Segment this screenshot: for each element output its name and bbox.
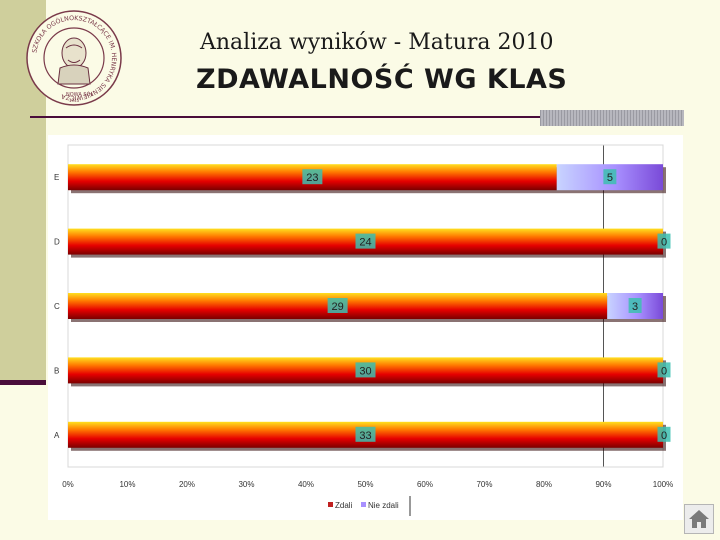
data-label-niezdali-bg: [603, 169, 617, 185]
data-label-zdali: 23: [306, 172, 318, 184]
x-tick-label: 60%: [417, 480, 433, 489]
x-tick-label: 0%: [62, 480, 74, 489]
x-tick-label: 90%: [595, 480, 611, 489]
data-label-zdali-bg: [302, 169, 323, 185]
data-label-niezdali: 0: [661, 365, 667, 377]
x-tick-label: 30%: [238, 480, 254, 489]
title-rule: [30, 116, 540, 118]
data-label-niezdali: 0: [661, 430, 667, 442]
data-label-zdali-bg: [355, 362, 376, 378]
x-tick-label: 100%: [653, 480, 673, 489]
category-label: B: [54, 366, 59, 375]
home-icon: [689, 510, 709, 528]
data-label-zdali: 33: [359, 430, 371, 442]
data-label-zdali-bg: [355, 233, 376, 249]
category-label: C: [54, 302, 60, 311]
data-label-zdali: 24: [359, 237, 371, 249]
x-tick-label: 70%: [476, 480, 492, 489]
category-label: A: [54, 431, 60, 440]
data-label-zdali-bg: [327, 298, 348, 313]
data-label-zdali-bg: [355, 426, 376, 442]
legend-label-zdali: Zdali: [335, 501, 353, 510]
home-button[interactable]: [684, 504, 714, 534]
data-label-niezdali: 5: [607, 172, 613, 184]
chart-panel: 23 5 24 0 29 3 30 0 33 0 E D C B A 0% 10% 20% 30% 40% 50% 60…: [48, 135, 683, 520]
category-label: D: [54, 238, 60, 247]
school-logo: SZKOŁA OGÓLNOKSZTAŁCĄCE IM. HENRYKA SIEN…: [26, 10, 122, 106]
data-label-niezdali-bg: [657, 233, 671, 249]
x-tick-label: 10%: [119, 480, 135, 489]
data-label-niezdali: 3: [632, 301, 638, 313]
logo-bottom-text: NOWA SÓL: [66, 91, 93, 98]
data-label-niezdali-bg: [657, 362, 671, 378]
data-label-zdali: 30: [359, 365, 371, 377]
legend-label-niezdali: Nie zdali: [368, 501, 399, 510]
slide-subtitle: Analiza wyników - Matura 2010: [200, 30, 554, 55]
data-label-niezdali: 0: [661, 237, 667, 249]
sidebar-shadow: [0, 380, 46, 385]
logo-year: 1945: [69, 98, 80, 103]
title-rule-box: [540, 110, 684, 126]
x-tick-label: 80%: [536, 480, 552, 489]
legend-swatch-zdali: [328, 502, 333, 507]
legend-swatch-niezdali: [361, 502, 366, 507]
data-label-zdali: 29: [331, 301, 343, 313]
category-label: E: [54, 173, 59, 182]
data-label-niezdali-bg: [657, 426, 671, 442]
slide-title: ZDAWALNOŚĆ WG KLAS: [196, 64, 568, 95]
x-tick-label: 20%: [179, 480, 195, 489]
x-tick-label: 40%: [298, 480, 314, 489]
x-tick-label: 50%: [357, 480, 373, 489]
data-label-niezdali-bg: [628, 298, 642, 313]
